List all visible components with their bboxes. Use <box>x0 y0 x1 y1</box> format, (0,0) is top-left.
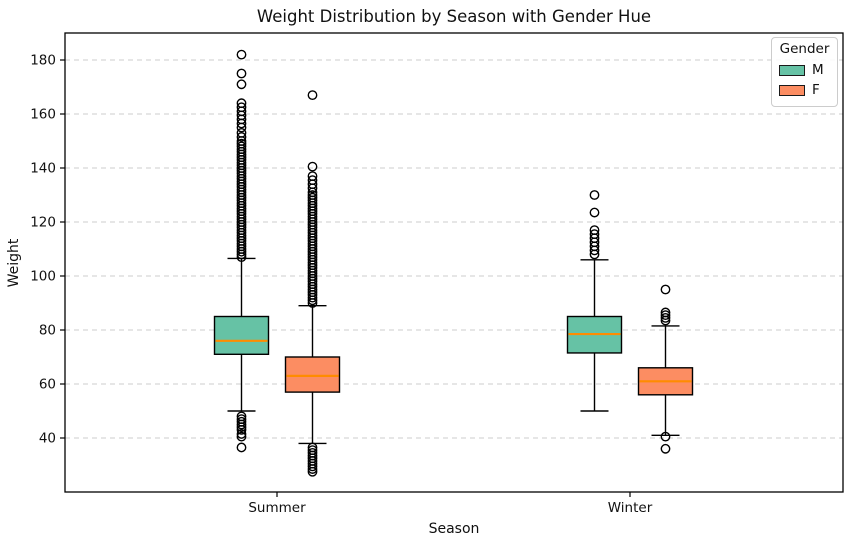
x-tick-label: Summer <box>248 500 306 516</box>
legend-entry-label: F <box>812 82 820 98</box>
legend-title: Gender <box>779 41 830 57</box>
y-tick-label: 60 <box>39 377 56 393</box>
outlier-point <box>589 190 600 200</box>
box-summer-m <box>213 49 270 453</box>
y-tick-label: 40 <box>39 431 56 447</box>
outlier-point <box>307 464 318 474</box>
outlier-point <box>236 49 247 60</box>
outlier-point <box>307 175 318 186</box>
box-winter-m <box>566 190 623 412</box>
iqr-box <box>213 315 270 355</box>
outlier-point <box>236 138 247 149</box>
outlier-point <box>660 310 671 321</box>
outlier-point <box>660 312 671 323</box>
y-tick-label: 120 <box>30 215 56 231</box>
outlier-point <box>236 419 247 430</box>
outlier-point <box>236 132 247 142</box>
outlier-point <box>236 127 247 138</box>
y-tick-label: 140 <box>30 161 56 177</box>
box-winter-f <box>637 284 694 454</box>
outlier-point <box>589 229 600 240</box>
outlier-point <box>589 225 600 236</box>
outlier-point <box>307 190 318 200</box>
outlier-point <box>236 102 247 113</box>
outlier-point <box>307 461 318 472</box>
x-axis-label: Season <box>428 521 480 537</box>
legend-entry-label: M <box>812 62 824 78</box>
legend-entry-m: M <box>772 60 837 80</box>
y-tick-label: 180 <box>30 53 56 69</box>
outlier-point <box>236 98 247 109</box>
y-axis-label: Weight <box>6 238 22 288</box>
x-tick-label: Winter <box>608 500 653 516</box>
outlier-point <box>307 161 318 172</box>
outlier-point <box>236 422 247 433</box>
outlier-point <box>236 79 247 90</box>
legend-swatch-f <box>779 84 805 96</box>
chart-title: Weight Distribution by Season with Gende… <box>256 7 652 26</box>
y-tick-label: 80 <box>39 323 56 339</box>
outlier-point <box>236 442 247 453</box>
outlier-point <box>589 207 600 218</box>
outlier-point <box>307 90 318 101</box>
outlier-point <box>307 192 318 203</box>
outlier-point <box>236 424 247 435</box>
outlier-point <box>660 431 671 442</box>
outlier-point <box>236 141 247 152</box>
y-tick-label: 100 <box>30 269 56 285</box>
outlier-point <box>236 68 247 79</box>
plot-frame <box>64 32 844 493</box>
y-tick-label: 160 <box>30 107 56 123</box>
outlier-point <box>660 443 671 454</box>
outlier-point <box>307 171 318 182</box>
outlier-point <box>236 431 247 442</box>
outlier-point <box>660 307 671 318</box>
outlier-point <box>660 284 671 295</box>
outlier-point <box>236 429 247 439</box>
iqr-box <box>284 356 341 393</box>
legend-swatch-m <box>779 64 805 76</box>
outlier-point <box>307 466 318 477</box>
legend-entry-f: F <box>772 80 837 100</box>
box-summer-f <box>284 90 341 477</box>
